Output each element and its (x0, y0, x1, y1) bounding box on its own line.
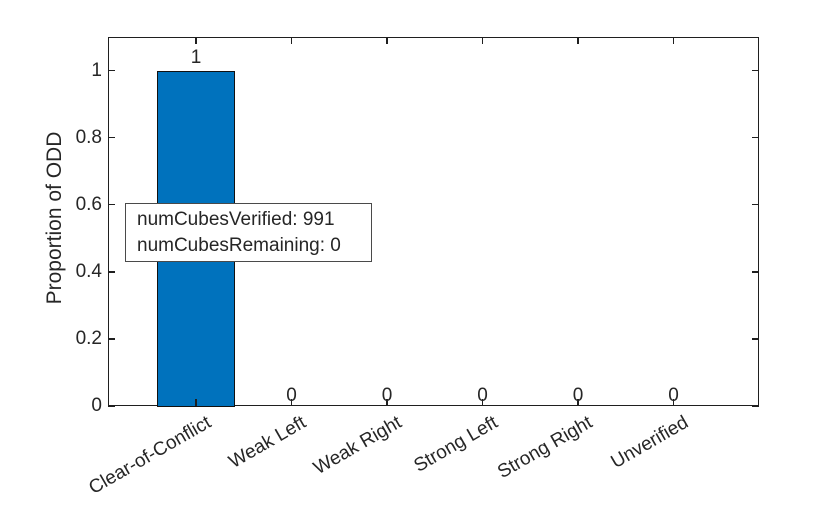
y-tick-label: 0.8 (75, 126, 102, 148)
y-tick-left (108, 203, 115, 206)
bar-value-label-weak-left: 0 (286, 385, 297, 406)
annotation-line-remaining: numCubesRemaining: 0 (137, 235, 341, 256)
x-tick-label-weak-right: Weak Right (310, 412, 406, 480)
x-tick-bottom (481, 399, 484, 406)
x-tick-label-strong-left: Strong Left (410, 412, 501, 477)
annotation-box: numCubesVerified: 991 numCubesRemaining:… (125, 203, 372, 262)
y-axis-label: Proportion of ODD (43, 131, 66, 305)
y-tick-left (108, 405, 115, 407)
y-tick-right (752, 405, 759, 407)
y-tick-right (752, 271, 759, 273)
y-tick-right (752, 203, 759, 206)
x-tick-top (386, 37, 388, 44)
bar-value-label-strong-right: 0 (572, 385, 584, 406)
x-tick-top (290, 37, 293, 44)
x-tick-top (672, 37, 675, 44)
x-tick-top (481, 37, 484, 44)
y-tick-left (108, 338, 115, 340)
bar-value-label-strong-left: 0 (477, 385, 488, 406)
bar-value-label-clear-of-conflict: 1 (190, 46, 202, 68)
y-tick-left (108, 271, 115, 273)
annotation-line-verified: numCubesVerified: 991 (137, 209, 335, 230)
y-tick-label: 1 (91, 59, 102, 81)
x-tick-bottom (577, 399, 579, 406)
y-tick-left (108, 136, 115, 139)
bar-value-label-unverified: 0 (668, 385, 679, 406)
y-tick-right (752, 338, 759, 340)
x-tick-label-strong-right: Strong Right (494, 412, 597, 483)
y-tick-label: 0.4 (75, 260, 102, 282)
x-tick-label-weak-left: Weak Left (225, 412, 310, 473)
x-tick-label-clear-of-conflict: Clear-of-Conflict (85, 412, 215, 499)
bar-value-label-weak-right: 0 (381, 385, 393, 406)
x-tick-bottom (290, 399, 293, 406)
x-tick-top (195, 37, 197, 44)
x-tick-bottom (195, 399, 197, 406)
y-tick-left (108, 69, 115, 72)
y-tick-label: 0.2 (75, 327, 102, 349)
y-tick-right (752, 136, 759, 139)
x-tick-bottom (672, 399, 675, 406)
x-tick-bottom (386, 399, 388, 406)
y-tick-label: 0.6 (75, 193, 102, 215)
y-tick-right (752, 69, 759, 72)
x-tick-top (577, 37, 579, 44)
y-tick-label: 0 (91, 395, 102, 416)
x-tick-label-unverified: Unverified (607, 412, 692, 473)
plot-area (108, 37, 759, 406)
